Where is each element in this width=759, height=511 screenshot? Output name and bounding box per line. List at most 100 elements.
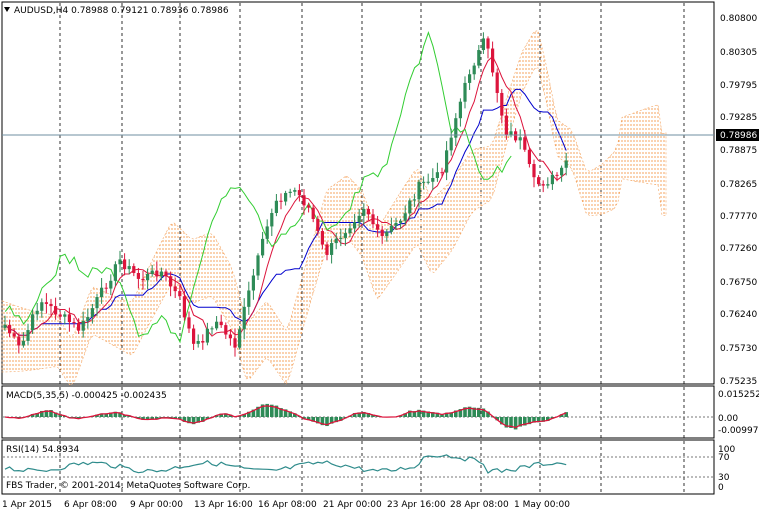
time-tick: 21 Apr 00:00: [323, 500, 382, 510]
candle-body: [270, 213, 274, 227]
dropdown-arrow-icon[interactable]: [4, 7, 10, 12]
macd-bar: [541, 417, 545, 422]
time-tick: 16 Apr 08:00: [258, 500, 317, 510]
candle-body: [44, 302, 48, 304]
price-tick: 0.79285: [720, 113, 757, 123]
macd-bar: [518, 417, 522, 427]
macd-bar: [118, 412, 122, 417]
cloud-area: [1, 30, 667, 386]
candle-body: [343, 233, 347, 238]
candle-body: [109, 280, 113, 289]
candle-body: [541, 184, 545, 186]
price-tick: 0.80305: [720, 48, 757, 58]
macd-bar: [477, 407, 481, 417]
macd-bar: [53, 412, 58, 417]
macd-bar: [293, 413, 297, 417]
candle-body: [389, 225, 393, 232]
candle-body: [311, 207, 315, 219]
candle-body: [136, 272, 140, 279]
macd-bar: [205, 417, 210, 420]
macd-bar: [495, 417, 499, 421]
candle-body: [233, 338, 237, 348]
price-tick: 0.79795: [720, 81, 757, 91]
macd-tick: 0.015252: [718, 390, 759, 400]
candle-body: [366, 208, 370, 215]
candle-body: [426, 181, 430, 183]
macd-bar: [417, 409, 421, 417]
candle-body: [169, 276, 173, 287]
candle-body: [509, 131, 513, 135]
macd-bar: [251, 409, 256, 417]
candle-body: [132, 266, 136, 273]
candle-body: [316, 218, 320, 232]
time-tick: 1 May 00:00: [514, 500, 570, 510]
candle-body: [54, 306, 58, 315]
candle-body: [284, 192, 288, 202]
candle-body: [17, 336, 21, 346]
time-axis: 1 Apr 2015 6 Apr 08:00 9 Apr 00:00 13 Ap…: [2, 500, 570, 510]
rsi-tick: 30: [718, 473, 730, 483]
candle-body: [403, 213, 407, 221]
main-panel-frame: [1, 1, 715, 385]
candle-body: [251, 275, 255, 291]
price-tick: 0.80800: [720, 14, 757, 24]
macd-bar: [247, 411, 251, 417]
candle-body: [146, 274, 150, 281]
candle-body: [21, 340, 25, 346]
rsi-tick: 0: [718, 483, 724, 493]
macd-bar: [444, 412, 449, 417]
price-tick: 0.78265: [720, 180, 757, 190]
candle-body: [100, 287, 104, 298]
macd-bar: [403, 413, 407, 417]
macd-bar: [191, 417, 196, 425]
macd-bar: [242, 413, 246, 417]
candle-body: [95, 297, 99, 309]
candle-body: [242, 306, 246, 330]
candle-body: [445, 150, 449, 173]
candle-body: [205, 328, 209, 343]
candle-body: [454, 118, 458, 138]
candle-body: [297, 190, 301, 196]
macd-bar: [145, 417, 150, 420]
candle-body: [546, 184, 550, 186]
macd-bar: [362, 411, 366, 417]
candle-body: [555, 174, 559, 176]
macd-bar: [523, 417, 527, 426]
candle-body: [164, 271, 168, 277]
candle-body: [118, 259, 122, 265]
candle-body: [320, 231, 324, 245]
candle-body: [537, 177, 541, 185]
macd-bar: [504, 417, 509, 428]
watermark: FBS Trader, © 2001-2014, MetaQuotes Soft…: [6, 481, 250, 491]
candle-body: [514, 131, 518, 141]
macd-bar: [40, 410, 44, 417]
macd-bar: [302, 417, 306, 420]
time-tick: 13 Apr 16:00: [194, 500, 253, 510]
price-tick: 0.77770: [720, 212, 757, 222]
macd-bar: [435, 412, 440, 417]
candle-body: [12, 333, 16, 337]
candle-body: [339, 237, 343, 239]
candle-body: [500, 92, 504, 116]
macd-bar: [288, 411, 292, 417]
candle-body: [238, 329, 242, 348]
candle-body: [178, 291, 182, 297]
candle-body: [81, 320, 85, 331]
main-panel-header: AUDUSD,H4 0.78988 0.79121 0.78936 0.7898…: [14, 6, 229, 16]
candle-body: [564, 160, 568, 168]
candle-body: [353, 222, 357, 229]
macd-bar: [329, 417, 334, 424]
candle-body: [472, 65, 476, 75]
macd-bar: [357, 412, 361, 417]
price-tick: 0.77260: [720, 244, 757, 254]
macd-bar: [306, 417, 311, 421]
candle-body: [35, 310, 39, 315]
macd-bar: [366, 413, 371, 417]
macd-bar: [311, 417, 315, 422]
candle-body: [224, 325, 228, 335]
candle-body: [394, 222, 398, 226]
candle-body: [201, 340, 205, 343]
